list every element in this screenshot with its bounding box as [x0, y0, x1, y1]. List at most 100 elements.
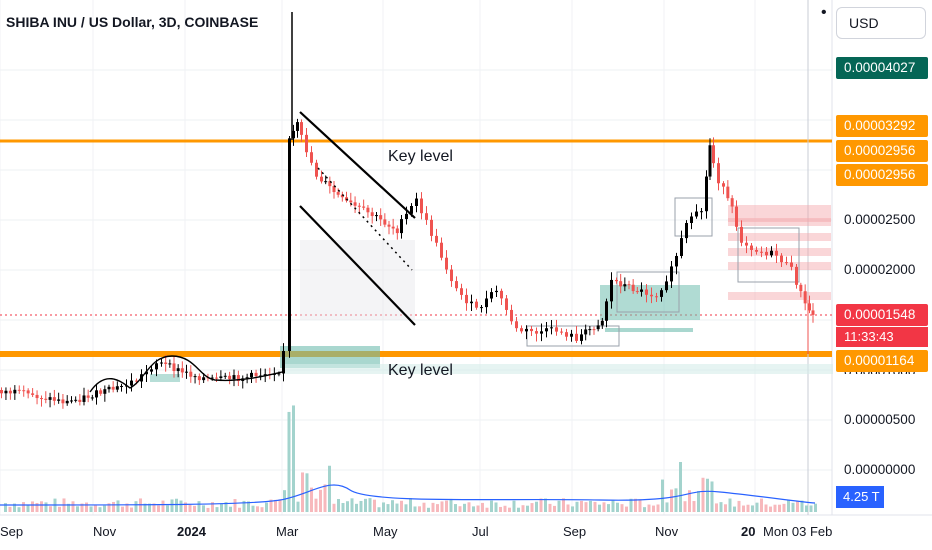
- volume-bar: [130, 507, 133, 512]
- candle-body: [785, 262, 788, 264]
- volume-bar: [440, 501, 444, 512]
- candle-body: [735, 206, 738, 227]
- volume-bar: [94, 504, 97, 512]
- volume-bar: [508, 507, 511, 512]
- candle-body: [61, 399, 65, 404]
- volume-bar: [166, 505, 169, 512]
- volume-bar: [647, 504, 651, 512]
- volume-bar: [134, 501, 138, 512]
- price-tag-last: 0.00001548: [836, 304, 928, 326]
- volume-bar: [350, 498, 354, 512]
- volume-bar: [589, 500, 592, 512]
- volume-ma-line: [0, 484, 816, 506]
- volume-bar: [197, 501, 201, 512]
- candle-body: [588, 329, 592, 331]
- volume-bar: [359, 500, 363, 512]
- volume-bar: [665, 502, 669, 512]
- currency-button[interactable]: USD: [836, 7, 926, 39]
- candle-body: [645, 289, 648, 295]
- candle-body: [383, 219, 387, 225]
- candle-body: [455, 281, 458, 289]
- supply-zone: [728, 248, 831, 256]
- volume-bar: [49, 506, 52, 512]
- volume-bar: [611, 500, 615, 512]
- volume-bar: [634, 498, 637, 512]
- volume-bar: [364, 498, 367, 512]
- demand-zone: [150, 374, 180, 382]
- volume-bar: [292, 405, 295, 512]
- volume-bar: [809, 505, 813, 512]
- volume-bar: [13, 503, 16, 512]
- volume-bar: [287, 411, 291, 512]
- candle-body: [150, 369, 153, 372]
- channel-line: [299, 205, 416, 326]
- volume-bar: [143, 503, 147, 512]
- candle-body: [410, 206, 413, 214]
- candle-body: [635, 291, 639, 293]
- demand-zone: [600, 285, 700, 320]
- volume-bar: [152, 503, 156, 512]
- candle-body: [95, 390, 98, 398]
- candle-body: [111, 386, 115, 390]
- volume-bar: [161, 500, 165, 512]
- candle-body: [155, 363, 158, 370]
- volume-bar: [737, 500, 741, 512]
- candle-body: [328, 181, 332, 187]
- consolidation-box: [674, 197, 713, 237]
- candle-body: [795, 266, 798, 285]
- candle-body: [605, 301, 608, 321]
- candle-body: [8, 390, 12, 394]
- candle-body: [145, 371, 148, 375]
- volume-bar: [116, 500, 120, 512]
- candle-body: [74, 399, 78, 401]
- candle-body: [391, 226, 395, 229]
- candle-body: [515, 321, 518, 329]
- candle-body: [490, 292, 493, 299]
- volume-bar: [418, 506, 421, 512]
- candle-body: [215, 377, 218, 379]
- volume-bar: [517, 507, 520, 512]
- volume-bar: [71, 501, 75, 512]
- annotation-key-level-top: Key level: [388, 148, 453, 165]
- volume-bar: [157, 505, 160, 512]
- volume-bar: [206, 507, 210, 512]
- volume-bar: [701, 477, 705, 512]
- price-axis-label: 0.00000500: [844, 412, 916, 427]
- candle-body: [17, 389, 21, 391]
- volume-bar: [557, 500, 561, 512]
- x-axis-label: Nov: [93, 524, 117, 539]
- candle-body: [210, 377, 214, 379]
- candle-body: [340, 194, 344, 198]
- chart-zones: [0, 0, 833, 515]
- volume-bar: [679, 462, 682, 512]
- volume-bar: [746, 504, 750, 512]
- volume-bar: [44, 502, 48, 512]
- volume-bars: [0, 405, 817, 512]
- volume-bar: [625, 506, 628, 512]
- candle-body: [680, 238, 683, 256]
- volume-bar: [229, 506, 232, 512]
- candle-body: [808, 303, 811, 311]
- candle-body: [745, 242, 748, 246]
- candle-body: [370, 212, 374, 217]
- volume-bar: [301, 472, 304, 512]
- candle-body: [254, 372, 258, 377]
- candle-body: [545, 328, 548, 332]
- candle-body: [13, 389, 17, 394]
- candle-body: [660, 290, 663, 297]
- volume-bar: [697, 491, 700, 512]
- volume-bar: [580, 500, 583, 512]
- candle-body: [717, 163, 720, 184]
- volume-bar: [764, 504, 768, 512]
- demand-zone: [283, 364, 833, 374]
- volume-bar: [593, 501, 597, 512]
- volume-bar: [224, 502, 228, 512]
- candle-body: [690, 216, 693, 223]
- volume-bar: [341, 503, 345, 512]
- volume-bar: [346, 501, 349, 512]
- volume-bar: [706, 478, 709, 512]
- candle-body: [379, 215, 383, 220]
- menu-dot-icon[interactable]: •: [821, 4, 827, 21]
- demand-zone: [280, 346, 380, 368]
